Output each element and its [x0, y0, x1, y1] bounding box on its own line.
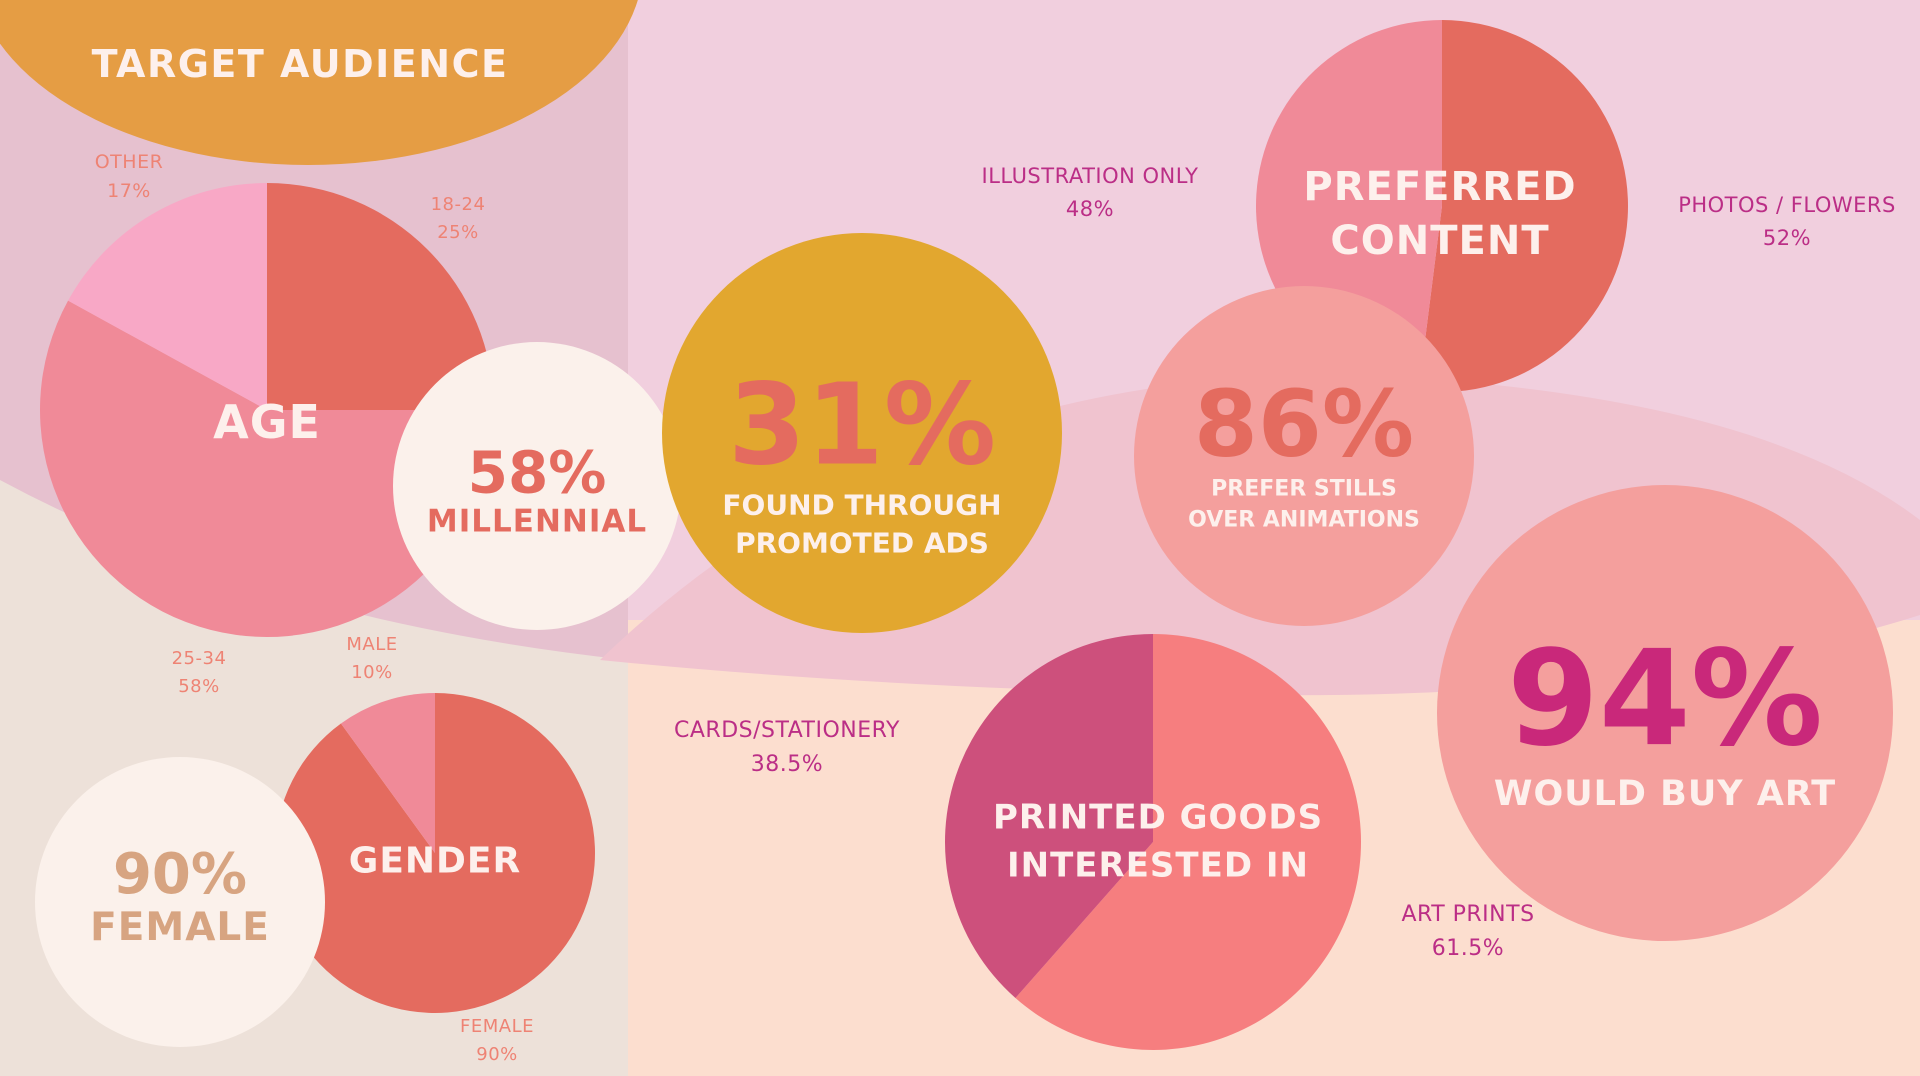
age-slice-other: [68, 183, 267, 410]
stills-circle: [1134, 286, 1474, 626]
millennial-label: MILLENNIAL: [426, 503, 648, 540]
promoted-ads-value: 31%: [727, 360, 997, 491]
gender-pie-title: GENDER: [348, 840, 522, 882]
age-label-25-34: 25-34 58%: [172, 645, 227, 701]
millennial-value: 58%: [467, 438, 607, 507]
gender-female-category: FEMALE: [460, 1016, 534, 1037]
stills-line1: PREFER STILLS: [1211, 476, 1397, 502]
promoted-ads-line2: PROMOTED ADS: [735, 526, 989, 560]
millennial-circle: [393, 342, 681, 630]
age-label-18-24: 18-24 25%: [431, 191, 486, 247]
goods-title-line1: PRINTED GOODS: [992, 797, 1324, 838]
buy-art-circle: [1437, 485, 1893, 941]
age-18-24-value: 25%: [437, 221, 479, 243]
goods-cards-value: 38.5%: [750, 752, 824, 778]
buy-art-value: 94%: [1507, 622, 1823, 777]
content-label-illustration: ILLUSTRATION ONLY 48%: [982, 160, 1199, 225]
goods-pie-title: PRINTED GOODS INTERESTED IN: [993, 794, 1323, 889]
page-title: TARGET AUDIENCE: [91, 42, 509, 86]
content-title-line2: CONTENT: [1330, 218, 1550, 264]
age-other-category: OTHER: [94, 151, 164, 173]
goods-art-prints-category: ART PRINTS: [1401, 902, 1535, 927]
stat-circles: [35, 233, 1893, 1050]
age-slice-25-34: [39, 300, 494, 638]
millennial-stat: 58% MILLENNIAL: [426, 438, 648, 540]
stills-value: 86%: [1193, 370, 1415, 478]
female-stat: 90% FEMALE: [90, 842, 270, 950]
buy-art-label: WOULD BUY ART: [1493, 773, 1837, 814]
goods-slice-art-prints: [1015, 634, 1361, 1050]
age-18-24-category: 18-24: [430, 194, 486, 215]
female-value: 90%: [112, 842, 248, 908]
goods-label-art-prints: ART PRINTS 61.5%: [1401, 898, 1534, 966]
gender-male-category: MALE: [346, 634, 398, 655]
content-slice-photos-flowers: [1418, 20, 1628, 392]
content-photos-value: 52%: [1762, 225, 1812, 250]
gender-slice-male: [340, 693, 435, 853]
female-circle: [35, 757, 325, 1047]
stills-line2: OVER ANIMATIONS: [1188, 507, 1420, 533]
pie-charts: [39, 20, 1628, 1013]
content-photos-category: PHOTOS / FLOWERS: [1678, 193, 1896, 217]
goods-label-cards: CARDS/STATIONERY 38.5%: [674, 714, 900, 782]
age-label-other: OTHER 17%: [95, 148, 164, 207]
promoted-ads-circle: [662, 233, 1062, 633]
gender-label-male: MALE 10%: [346, 631, 397, 687]
gender-label-female: FEMALE 90%: [460, 1013, 534, 1069]
content-illustration-category: ILLUSTRATION ONLY: [981, 164, 1199, 188]
gender-slice-female: [274, 693, 595, 1013]
age-slice-18-24: [267, 183, 494, 410]
age-25-34-category: 25-34: [171, 648, 227, 669]
stills-stat: 86% PREFER STILLS OVER ANIMATIONS: [1188, 370, 1420, 537]
goods-slice-cards-stationery: [944, 634, 1153, 999]
gender-male-value: 10%: [351, 661, 393, 683]
goods-cards-category: CARDS/STATIONERY: [674, 718, 900, 743]
goods-title-line2: INTERESTED IN: [1006, 845, 1309, 885]
gender-female-value: 90%: [476, 1043, 518, 1065]
title-banner-shape: [0, 0, 638, 165]
buy-art-stat: 94% WOULD BUY ART: [1493, 622, 1837, 814]
content-label-photos: PHOTOS / FLOWERS 52%: [1678, 189, 1896, 254]
promoted-ads-stat: 31% FOUND THROUGH PROMOTED ADS: [722, 360, 1002, 563]
promoted-ads-line1: FOUND THROUGH: [722, 488, 1002, 522]
female-label: FEMALE: [90, 904, 270, 950]
content-illustration-value: 48%: [1065, 196, 1115, 221]
goods-art-prints-value: 61.5%: [1431, 936, 1505, 962]
age-pie-title: AGE: [213, 395, 321, 449]
content-title-line1: PREFERRED: [1303, 164, 1577, 210]
content-pie-title: PREFERRED CONTENT: [1303, 160, 1576, 268]
age-25-34-value: 58%: [178, 675, 220, 697]
age-other-value: 17%: [107, 180, 151, 203]
